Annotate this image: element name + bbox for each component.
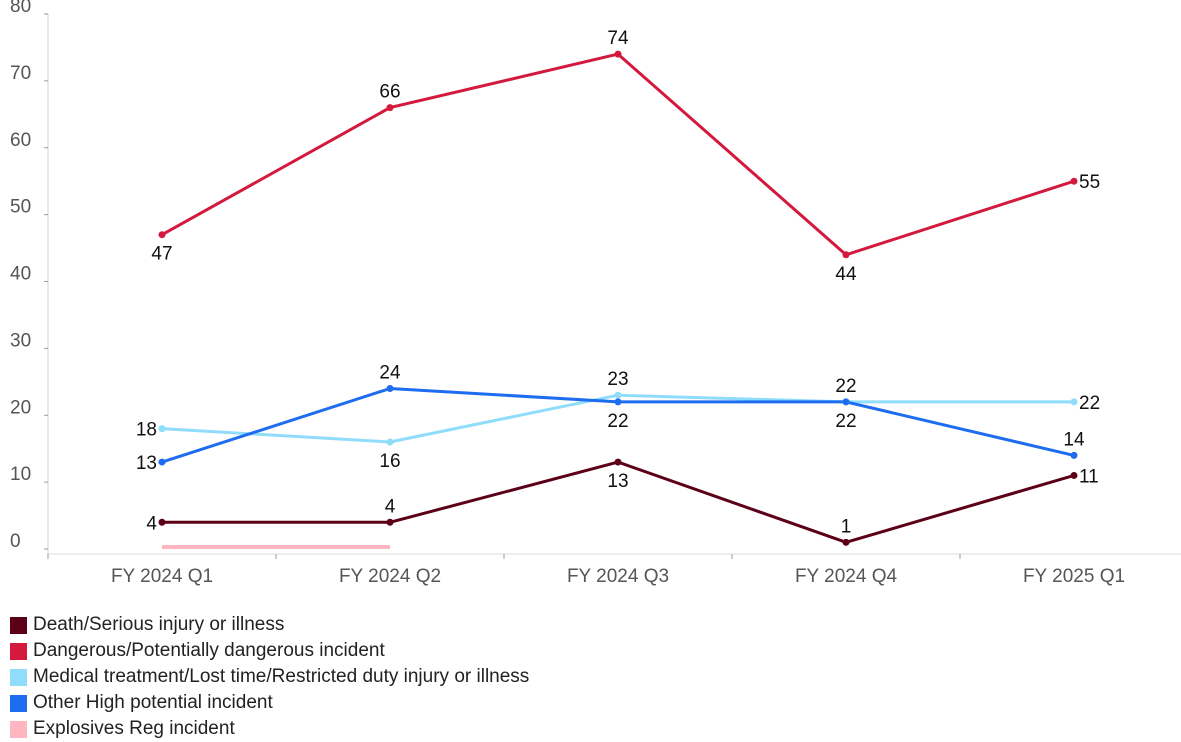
data-point <box>158 458 166 466</box>
axes: 0 10 20 30 40 50 60 70 80 FY 2024 Q1 FY 2024 Q2 FY … <box>10 0 1181 587</box>
x-tick-label: FY 2024 Q3 <box>567 566 669 587</box>
legend-swatch <box>10 616 27 634</box>
x-tick-label: FY 2024 Q4 <box>795 566 898 587</box>
data-point <box>1070 177 1078 185</box>
data-label: 13 <box>607 471 628 492</box>
data-label: 11 <box>1079 466 1099 487</box>
data-point <box>158 231 166 239</box>
legend-swatch <box>10 720 27 738</box>
legend-label: Explosives Reg incident <box>33 718 235 739</box>
data-label: 22 <box>835 376 856 397</box>
data-label: 24 <box>379 363 401 384</box>
data-label: 22 <box>1079 393 1100 414</box>
data-point <box>158 425 166 433</box>
legend-swatch <box>10 642 27 660</box>
y-tick-label: 70 <box>10 63 31 84</box>
data-point <box>158 518 166 526</box>
data-label: 22 <box>835 411 856 432</box>
data-point <box>614 398 622 406</box>
data-point <box>614 458 622 466</box>
y-tick-label: 50 <box>10 197 31 218</box>
data-label: 55 <box>1079 172 1100 193</box>
series-line-1 <box>161 52 1075 257</box>
y-tick-label: 20 <box>10 397 31 418</box>
legend-item-medical[interactable]: Medical treatment/Lost time/Restricted d… <box>10 664 529 690</box>
line-chart: 0 10 20 30 40 50 60 70 80 FY 2024 Q1 FY 2024 Q2 FY … <box>10 0 1181 587</box>
data-point <box>1070 471 1078 479</box>
data-label: 1 <box>841 516 852 537</box>
data-point <box>386 104 394 112</box>
data-label: 74 <box>607 28 629 49</box>
data-point <box>386 385 394 392</box>
data-label: 16 <box>379 451 400 472</box>
y-tick-label: 60 <box>10 130 31 151</box>
data-point <box>842 398 850 406</box>
data-point <box>842 538 850 546</box>
data-label: 22 <box>607 411 628 432</box>
legend-item-dangerous[interactable]: Dangerous/Potentially dangerous incident <box>10 638 529 664</box>
legend-item-explosives[interactable]: Explosives Reg incident <box>10 716 529 742</box>
data-label: 47 <box>151 244 172 265</box>
y-tick-label: 10 <box>10 464 31 485</box>
legend: Death/Serious injury or illness Dangerou… <box>10 612 529 742</box>
y-tick-label: 30 <box>10 330 31 351</box>
data-point <box>842 251 850 259</box>
data-label: 23 <box>607 369 628 390</box>
data-label: 4 <box>146 513 157 534</box>
data-label: 18 <box>136 420 157 441</box>
x-tick-label: FY 2025 Q1 <box>1023 566 1125 587</box>
y-tick-label: 40 <box>10 264 31 285</box>
series-points <box>158 50 1078 546</box>
legend-swatch <box>10 694 27 712</box>
data-label: 44 <box>835 264 857 285</box>
y-tick-label: 80 <box>10 0 31 17</box>
legend-label: Death/Serious injury or illness <box>33 614 285 635</box>
data-label: 14 <box>1063 429 1085 450</box>
legend-label: Dangerous/Potentially dangerous incident <box>33 640 385 661</box>
legend-label: Other High potential incident <box>33 692 273 713</box>
y-tick-label: 0 <box>10 531 21 552</box>
legend-swatch <box>10 668 27 686</box>
x-tick-label: FY 2024 Q2 <box>339 566 441 587</box>
legend-item-death[interactable]: Death/Serious injury or illness <box>10 612 529 638</box>
data-label: 13 <box>136 453 157 474</box>
data-point <box>614 50 622 58</box>
legend-label: Medical treatment/Lost time/Restricted d… <box>33 666 530 687</box>
legend-item-other-high-potential[interactable]: Other High potential incident <box>10 690 529 716</box>
data-point <box>386 518 394 526</box>
data-point <box>614 391 622 399</box>
data-label: 66 <box>379 82 400 103</box>
x-tick-label: FY 2024 Q1 <box>111 566 213 587</box>
data-point <box>386 438 394 446</box>
data-label: 4 <box>385 496 396 517</box>
data-point <box>1070 451 1078 459</box>
data-point <box>1070 398 1078 406</box>
